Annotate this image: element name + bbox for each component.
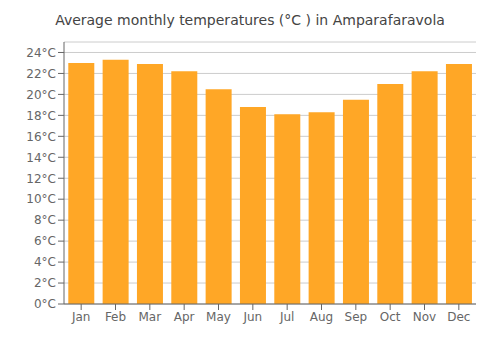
svg-text:Sep: Sep: [345, 310, 368, 324]
svg-text:18°C: 18°C: [26, 109, 56, 123]
svg-text:6°C: 6°C: [34, 234, 56, 248]
svg-text:24°C: 24°C: [26, 46, 56, 60]
html-text:Average monthly temperatures (: Average monthly temperatures (°C ) in Am…: [55, 12, 445, 28]
svg-text:4°C: 4°C: [34, 255, 56, 269]
svg-text:22°C: 22°C: [26, 67, 56, 81]
svg-text:Jan: Jan: [71, 310, 91, 324]
svg-text:14°C: 14°C: [26, 151, 56, 165]
svg-text:12°C: 12°C: [26, 172, 56, 186]
svg-text:Jun: Jun: [242, 310, 262, 324]
svg-text:0°C: 0°C: [34, 297, 56, 311]
svg-text:May: May: [206, 310, 231, 324]
svg-text:Aug: Aug: [310, 310, 333, 324]
svg-text:Oct: Oct: [380, 310, 401, 324]
svg-text:8°C: 8°C: [34, 213, 56, 227]
svg-text:Apr: Apr: [174, 310, 195, 324]
svg-text:Feb: Feb: [105, 310, 126, 324]
svg-text:Dec: Dec: [447, 310, 470, 324]
svg-text:2°C: 2°C: [34, 276, 56, 290]
svg-text:20°C: 20°C: [26, 88, 56, 102]
svg-text:Mar: Mar: [139, 310, 162, 324]
svg-text:16°C: 16°C: [26, 130, 56, 144]
svg-text:10°C: 10°C: [26, 192, 56, 206]
svg-text:Jul: Jul: [279, 310, 294, 324]
svg-text:Nov: Nov: [413, 310, 436, 324]
